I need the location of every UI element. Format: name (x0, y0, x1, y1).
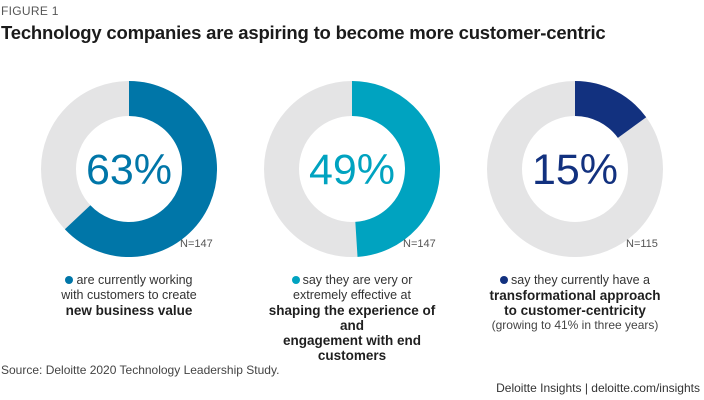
donut-3-caption-bold-2: to customer-centricity (504, 303, 646, 318)
chart-title: Technology companies are aspiring to bec… (1, 22, 606, 43)
donut-2-caption-bold-1: shaping the experience of and (268, 303, 436, 333)
donut-2-caption-line-2: extremely effective at (293, 288, 411, 302)
legend-dot-2 (291, 276, 300, 284)
donut-2-slice (351, 81, 440, 257)
donut-3-slice (574, 81, 647, 139)
donut-1-caption: are currently working with customers to … (34, 273, 224, 318)
legend-dot-1 (65, 276, 74, 284)
donut-3-n-label: N=115 (626, 238, 658, 250)
donut-2-caption-line-1: say they are very or (257, 273, 447, 288)
figure-label: FIGURE 1 (1, 4, 59, 18)
donut-1-value-label: 63% (86, 146, 172, 194)
footer-credit: Deloitte Insights | deloitte.com/insight… (496, 381, 700, 395)
donut-1-slice (64, 81, 217, 257)
donut-chart-3: 15% (487, 81, 663, 257)
donut-2-caption-bold-2: engagement with end customers (282, 333, 421, 363)
donut-3-caption-line-1: say they currently have a (480, 273, 670, 288)
donut-chart-1: 63% (41, 81, 217, 257)
donut-1-caption-line-2: with customers to create (61, 288, 197, 302)
legend-dot-3 (500, 276, 509, 284)
donut-3-caption-bold-1: transformational approach (489, 288, 661, 303)
donut-3-caption-note: (growing to 41% in three years) (491, 318, 659, 332)
donut-1-caption-line-1: are currently working (34, 273, 224, 288)
donut-1-n-label: N=147 (180, 238, 213, 250)
source-note: Source: Deloitte 2020 Technology Leaders… (1, 363, 280, 377)
donut-chart-2: 49% (264, 81, 440, 257)
donut-2-caption: say they are very or extremely effective… (257, 273, 447, 363)
donut-2-value-label: 49% (309, 146, 395, 194)
donut-3-caption: say they currently have a transformation… (480, 273, 670, 333)
donut-3-value-label: 15% (532, 146, 618, 194)
donut-2-n-label: N=147 (403, 238, 436, 250)
donut-1-caption-bold: new business value (65, 303, 193, 318)
